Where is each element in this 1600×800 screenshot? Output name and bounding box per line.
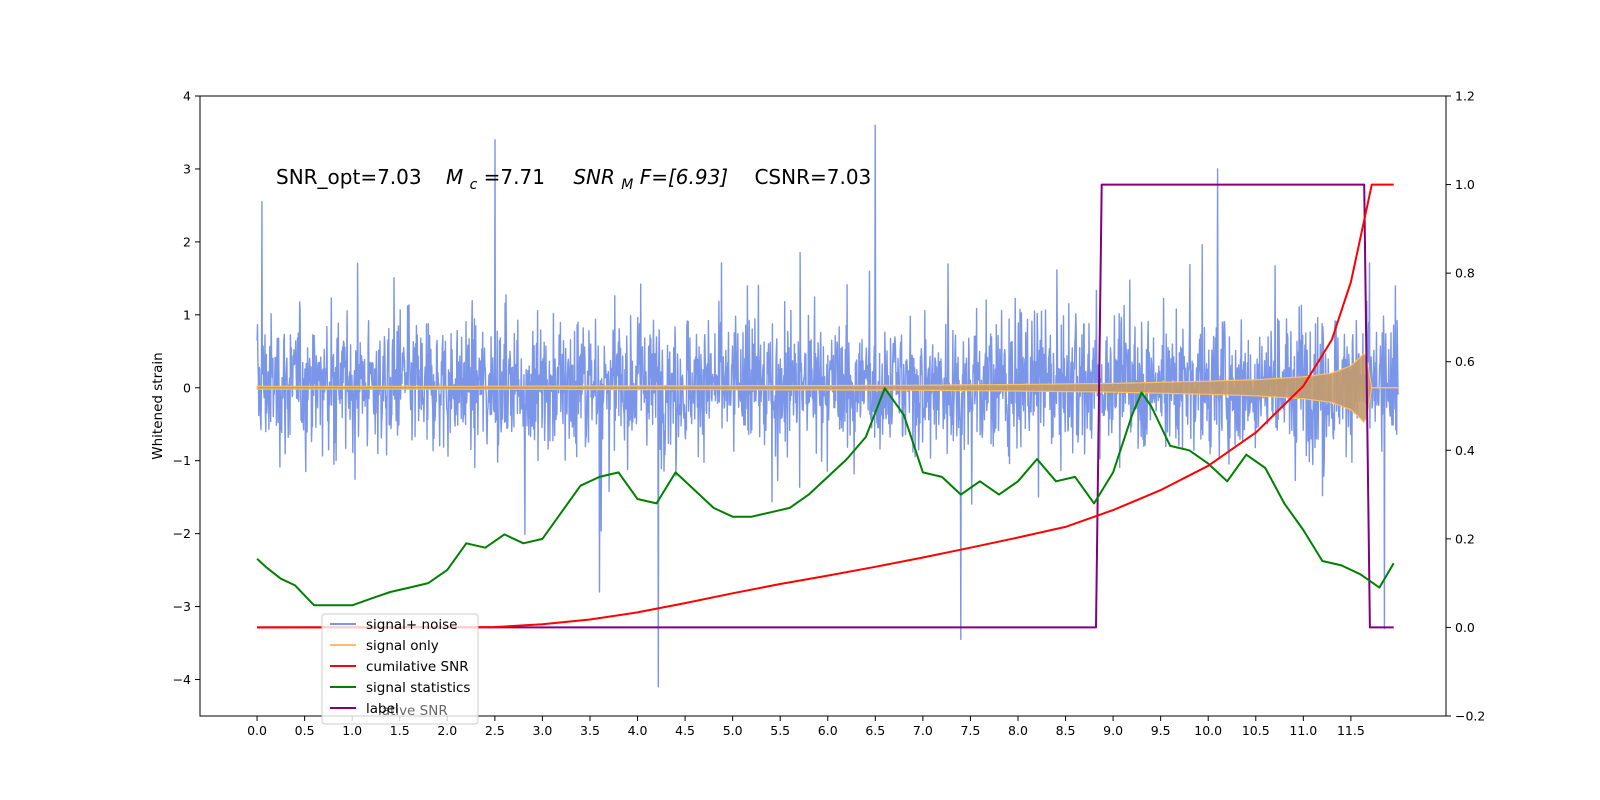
y-axis-left: 4 3 2 1 0 −1 −2 −3 −4 xyxy=(173,89,200,687)
x-tick-label: 4.5 xyxy=(675,723,695,738)
y2-tick-label: 0.0 xyxy=(1455,620,1475,635)
y2-tick-label: 0.6 xyxy=(1455,354,1475,369)
annotation-mc-sub: c xyxy=(470,177,478,193)
y-tick-label: 0 xyxy=(183,380,191,395)
annotation-snrmf-label: SNR xyxy=(573,165,615,189)
legend-label: cumilative SNR xyxy=(366,659,469,675)
x-tick-label: 0.5 xyxy=(295,723,315,738)
x-tick-label: 11.0 xyxy=(1289,723,1317,738)
x-axis: 0.0 0.5 1.0 1.5 2.0 2.5 3.0 3.5 4.0 4.5 5.0 5.5 6.0 6… xyxy=(247,716,1365,738)
x-tick-label: 6.5 xyxy=(865,723,885,738)
y2-tick-label: 0.8 xyxy=(1455,266,1475,281)
legend-label: signal+ noise xyxy=(366,617,457,633)
series-signal-statistics xyxy=(256,387,1395,607)
x-tick-label: 2.5 xyxy=(485,723,505,738)
y-axis-label: Whitened strain xyxy=(150,352,166,459)
annotation-snrmf-sub: M xyxy=(621,177,633,193)
y-axis-right: 1.2 1.0 0.8 0.6 0.4 0.2 0.0 −0.2 xyxy=(1446,89,1485,724)
x-tick-label: 6.0 xyxy=(818,723,838,738)
y-tick-label: 2 xyxy=(183,234,191,249)
y-tick-label: −2 xyxy=(173,526,191,541)
y-tick-label: 1 xyxy=(183,307,191,322)
x-tick-label: 7.0 xyxy=(913,723,933,738)
y2-tick-label: −0.2 xyxy=(1455,709,1485,724)
x-tick-label: 0.0 xyxy=(247,723,267,738)
legend-label: signal only xyxy=(366,638,439,654)
y-tick-label: −4 xyxy=(173,672,191,687)
legend-ghost-text: lative SNR xyxy=(378,703,448,719)
y-tick-label: 4 xyxy=(183,89,191,104)
x-tick-label: 9.5 xyxy=(1151,723,1171,738)
series-label xyxy=(257,183,1394,629)
legend-label: signal statistics xyxy=(366,680,470,696)
y-tick-label: −3 xyxy=(173,599,191,614)
series-signal-noise xyxy=(256,124,1400,688)
series-cumulative-snr xyxy=(257,183,1394,629)
x-tick-label: 1.0 xyxy=(342,723,362,738)
y2-tick-label: 1.2 xyxy=(1455,89,1475,104)
x-tick-label: 10.5 xyxy=(1242,723,1270,738)
x-tick-label: 8.0 xyxy=(1008,723,1028,738)
x-tick-label: 10.0 xyxy=(1194,723,1222,738)
y2-tick-label: 1.0 xyxy=(1455,177,1475,192)
y-tick-label: 3 xyxy=(183,161,191,176)
x-tick-label: 3.0 xyxy=(532,723,552,738)
y-tick-label: −1 xyxy=(173,453,191,468)
chart-annotation: SNR_opt=7.03 M c =7.71 SNR M F=[6.93] CS… xyxy=(276,165,871,194)
annotation-snr-opt: SNR_opt=7.03 xyxy=(276,165,422,189)
x-tick-label: 3.5 xyxy=(580,723,600,738)
x-tick-label: 2.0 xyxy=(437,723,457,738)
legend-box xyxy=(321,613,479,725)
x-tick-label: 5.5 xyxy=(770,723,790,738)
x-tick-label: 8.5 xyxy=(1056,723,1076,738)
x-tick-label: 11.5 xyxy=(1337,723,1365,738)
y2-tick-label: 0.2 xyxy=(1455,531,1475,546)
annotation-mc-value: =7.71 xyxy=(484,165,545,189)
annotation-mc-label: M xyxy=(446,165,463,189)
annotation-snrmf-value: F=[6.93] xyxy=(640,165,728,189)
y2-tick-label: 0.4 xyxy=(1455,443,1475,458)
x-tick-label: 9.0 xyxy=(1103,723,1123,738)
annotation-csnr: CSNR=7.03 xyxy=(754,165,871,189)
x-tick-label: 4.0 xyxy=(628,723,648,738)
x-tick-label: 7.5 xyxy=(960,723,980,738)
x-tick-label: 1.5 xyxy=(390,723,410,738)
legend-label: label xyxy=(366,701,399,717)
plot-frame xyxy=(199,95,1447,717)
legend: lative SNR signal+ noise signal only cumil… xyxy=(321,613,479,725)
x-tick-label: 5.0 xyxy=(723,723,743,738)
series-signal-only xyxy=(256,352,1373,424)
